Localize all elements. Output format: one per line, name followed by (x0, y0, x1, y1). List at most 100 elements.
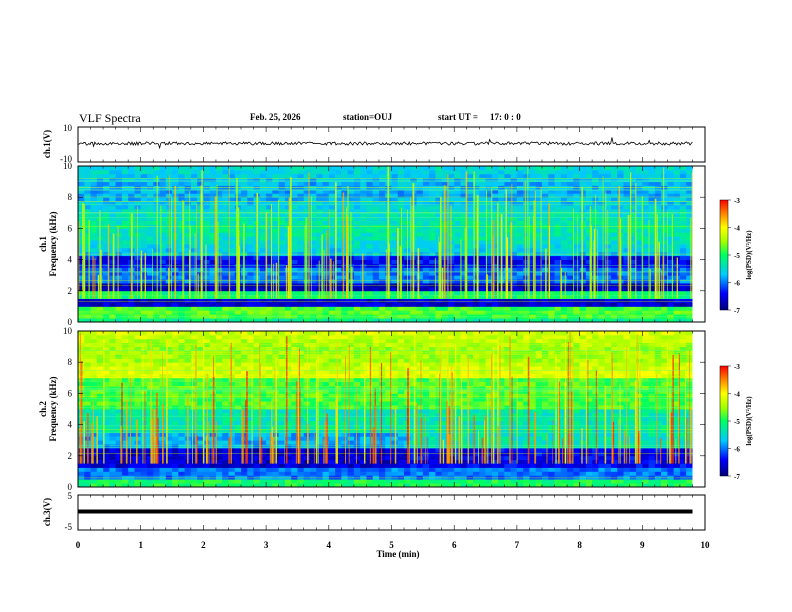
spectrogram-cell (548, 169, 555, 175)
spectrogram-cell (328, 247, 336, 253)
spectrogram-cell (573, 197, 580, 202)
spectrogram-cell (172, 471, 179, 476)
spectrogram-cell (115, 459, 123, 464)
spectrogram-cell (247, 267, 254, 272)
spectrogram-cell (316, 451, 323, 457)
spectrogram-cell (529, 318, 537, 323)
spectrogram-cell (667, 259, 675, 264)
spectrogram-cell (115, 279, 123, 284)
spectrogram-cell (454, 298, 461, 303)
spectrogram-cell (372, 286, 380, 292)
spectrogram-cell (209, 467, 217, 472)
spectrogram-cell (397, 471, 405, 476)
spectrogram-cell (560, 212, 568, 218)
spectrogram-cell (523, 298, 530, 303)
spectrogram-cell (529, 255, 537, 260)
spectrogram-cell (385, 467, 392, 472)
spectrogram-cell (654, 169, 662, 175)
spectrogram-cell (353, 483, 361, 488)
spectrogram-cell (353, 314, 361, 319)
spectrogram-cell (322, 314, 330, 319)
spectrogram-cell (560, 302, 568, 307)
spectrogram-cell (140, 181, 148, 186)
spectrogram-cell (316, 228, 323, 233)
spectrogram-cell (636, 212, 643, 218)
spectrogram-cell (479, 181, 486, 186)
spectrogram-cell (661, 173, 668, 179)
spectrogram-cell (422, 166, 430, 171)
spectrogram-cell (259, 212, 267, 218)
spectrogram-cell (121, 310, 129, 315)
spectrogram-cell (190, 475, 198, 480)
spectrogram-cell (391, 220, 399, 225)
spectrogram-cell (416, 205, 424, 210)
spectrogram-cell (560, 306, 568, 311)
spectrogram-cell (673, 471, 681, 476)
spectrogram-cell (84, 208, 91, 214)
spectrogram-cell (197, 310, 204, 315)
spectrogram-cell (109, 220, 117, 225)
spectrogram-cell (215, 201, 223, 206)
spectrogram-cell (479, 244, 486, 249)
spectrogram-cell (491, 286, 499, 292)
spectrogram-cell (422, 451, 430, 457)
spectrogram-cell (103, 166, 110, 171)
spectrogram-cell (128, 177, 135, 182)
spectrogram-cell (485, 459, 493, 464)
spectrogram-cell (159, 479, 167, 484)
spectrogram-cell (291, 255, 298, 260)
spectrogram-cell (266, 267, 273, 272)
spectrogram-cell (523, 205, 530, 210)
spectrogram-cell (272, 169, 280, 175)
spectrogram-cell (209, 463, 217, 468)
spectrogram-cell (473, 201, 480, 206)
spectrogram-cell (341, 240, 349, 245)
spectrogram-cell (209, 479, 217, 484)
spectrogram-cell (322, 189, 330, 194)
spectrogram-cell (491, 318, 499, 323)
spectrogram-cell (266, 177, 273, 182)
spectrogram-cell (266, 208, 273, 214)
spectrogram-cell (215, 208, 223, 214)
spectrogram-cell (203, 181, 211, 186)
spectrogram-cell (266, 193, 273, 198)
spectrogram-cell (272, 236, 280, 241)
spectrogram-cell (416, 267, 424, 272)
spectrogram-cell (184, 189, 192, 194)
spectrogram-cell (341, 216, 349, 221)
spectrogram-cell (146, 177, 154, 182)
spectrogram-cell (610, 290, 618, 296)
spectrogram-cell (579, 463, 587, 468)
spectrogram-cell (661, 197, 668, 202)
spectrogram-cell (623, 189, 631, 194)
spectrogram-cell (372, 310, 380, 315)
spectrogram-cell (322, 247, 330, 253)
spectrogram-cell (103, 169, 110, 175)
spectrogram-cell (328, 267, 336, 272)
spectrogram-cell (90, 216, 98, 221)
spectrogram-cell (529, 247, 537, 253)
spectrogram-cell (498, 173, 505, 179)
spectrogram-cell (78, 197, 85, 202)
spectrogram-cell (385, 463, 392, 468)
spectrogram-cell (197, 451, 204, 457)
spectrogram-cell (278, 286, 286, 292)
spectrogram-cell (121, 169, 129, 175)
spectrogram-cell (629, 467, 637, 472)
spectrogram-cell (610, 459, 618, 464)
spectrogram-cell (541, 232, 549, 237)
spectrogram-cell (341, 232, 349, 237)
spectrogram-cell (636, 177, 643, 182)
spectrogram-cell (629, 259, 637, 264)
spectrogram-cell (516, 286, 524, 292)
spectrogram-cell (284, 216, 292, 221)
spectrogram-cell (473, 483, 480, 488)
spectrogram-cell (316, 205, 323, 210)
spectrogram-cell (548, 298, 555, 303)
spectrogram-cell (535, 471, 543, 476)
spectrogram-cell (422, 479, 430, 484)
spectrogram-cell (128, 197, 135, 202)
spectrogram-cell (535, 212, 543, 218)
spectrogram-cell (366, 259, 374, 264)
spectrogram-cell (103, 193, 110, 198)
